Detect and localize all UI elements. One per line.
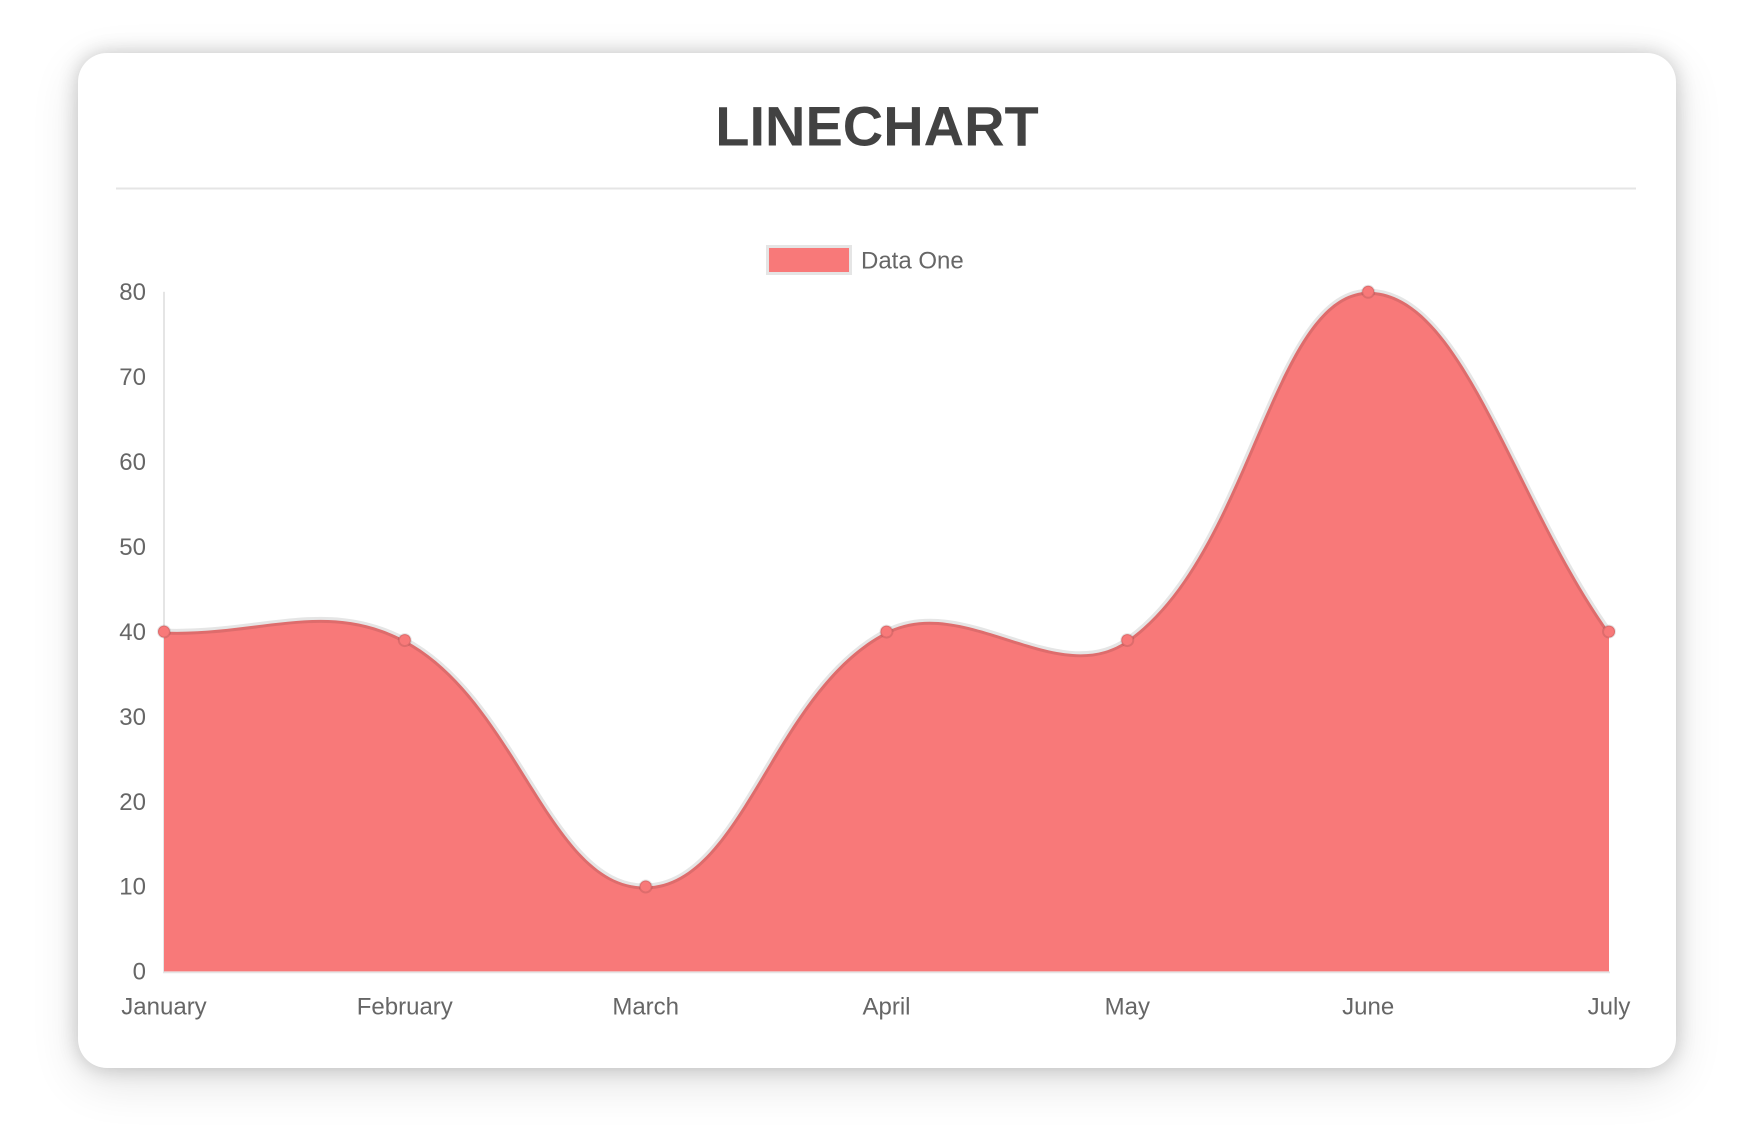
svg-text:70: 70: [119, 364, 146, 391]
svg-text:60: 60: [119, 449, 146, 476]
svg-text:April: April: [862, 993, 910, 1020]
svg-text:LINECHART: LINECHART: [715, 94, 1039, 157]
svg-text:January: January: [121, 993, 206, 1020]
svg-text:July: July: [1588, 993, 1631, 1020]
svg-text:Data One: Data One: [861, 247, 964, 274]
svg-text:50: 50: [119, 534, 146, 561]
svg-text:May: May: [1105, 993, 1150, 1020]
svg-text:10: 10: [119, 874, 146, 901]
svg-text:20: 20: [119, 789, 146, 816]
svg-text:February: February: [357, 993, 453, 1020]
svg-text:40: 40: [119, 619, 146, 646]
svg-text:80: 80: [119, 279, 146, 306]
svg-text:30: 30: [119, 704, 146, 731]
svg-text:0: 0: [133, 959, 146, 986]
svg-text:March: March: [612, 993, 679, 1020]
svg-text:June: June: [1342, 993, 1394, 1020]
